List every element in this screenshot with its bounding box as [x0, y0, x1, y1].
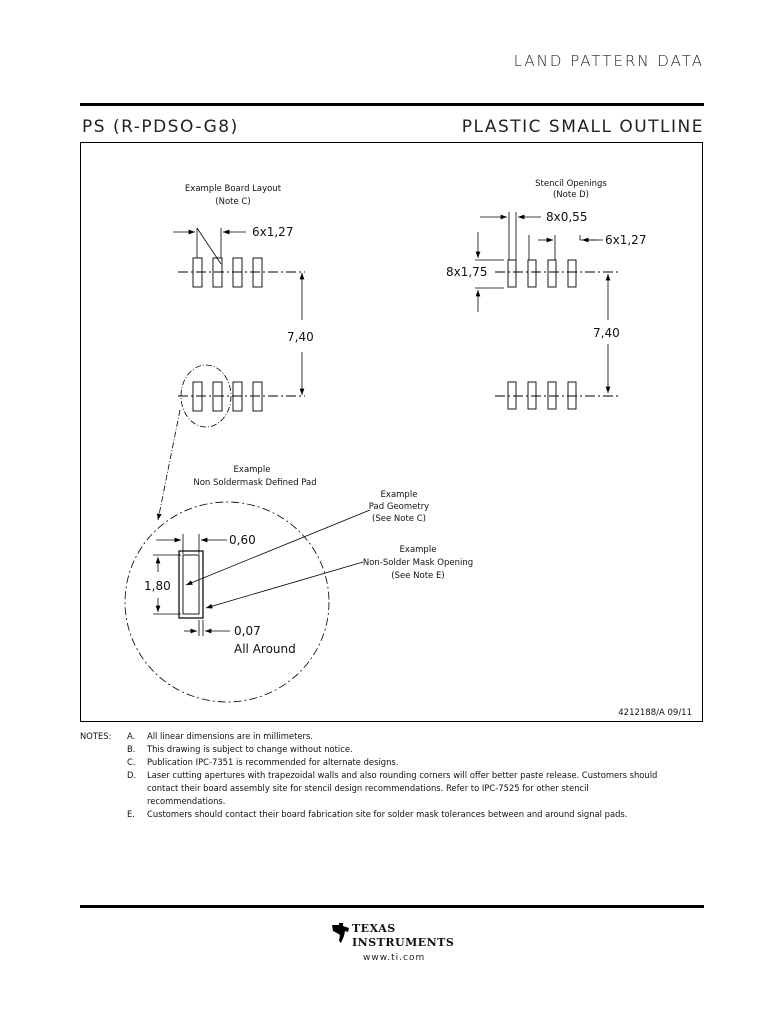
stencil-title: Stencil Openings	[535, 179, 607, 189]
note-text: All linear dimensions are in millimeters…	[147, 731, 313, 741]
note-item: D. Laser cutting apertures with trapezoid…	[127, 769, 660, 808]
detail-title-1: Example	[234, 465, 271, 475]
ti-url-link[interactable]: www.ti.com	[363, 953, 426, 963]
stencil-pitch-label: 6x1,27	[605, 233, 646, 247]
board-span-label: 7,40	[287, 330, 314, 344]
ti-brand-line-1: TEXAS	[352, 922, 396, 935]
stencil-span-label: 7,40	[593, 326, 620, 340]
stencil-bottom-pads	[495, 381, 620, 410]
board-bottom-pads	[178, 381, 305, 412]
detail-circle	[124, 501, 330, 703]
note-letter: C.	[127, 757, 136, 767]
stencil-pitch-dimension	[528, 235, 603, 260]
land-pattern-drawing: Example Board Layout (Note C) 6x1,27 7,4…	[124, 179, 692, 718]
pad-width-dimension	[156, 534, 227, 554]
pad-geometry-label-1: Example	[381, 490, 418, 500]
pad-length-dimension	[153, 554, 181, 615]
package-description: PLASTIC SMALL OUTLINE	[461, 117, 704, 137]
drawing-frame	[80, 142, 703, 722]
clearance-note: All Around	[234, 642, 296, 656]
detail-callout-circle	[180, 364, 232, 428]
ti-brand-line-2: INSTRUMENTS	[352, 936, 455, 949]
mask-opening-label-3: (See Note E)	[391, 571, 444, 581]
note-item: E. Customers should contact their board f…	[127, 808, 660, 821]
mask-opening-label-2: Non-Solder Mask Opening	[363, 558, 473, 568]
pad-length-label: 1,80	[144, 579, 171, 593]
footer-rule	[80, 905, 704, 908]
note-text: Customers should contact their board fab…	[147, 809, 628, 819]
pad-geometry-label-3: (See Note C)	[372, 514, 426, 524]
note-item: B. This drawing is subject to change with…	[127, 743, 660, 756]
stencil-top-pads	[495, 259, 620, 288]
notes-label: NOTES:	[80, 731, 112, 741]
pad-geometry-leader	[185, 509, 371, 586]
stencil-width-dimension	[480, 212, 541, 260]
mask-opening-leader	[205, 561, 364, 609]
pad-geometry-label-2: Pad Geometry	[369, 502, 429, 512]
detail-title-2: Non Soldermask Defined Pad	[193, 478, 316, 488]
clearance-dimension	[184, 620, 230, 636]
stencil-width-label: 8x0,55	[546, 210, 587, 224]
pad-width-label: 0,60	[229, 533, 256, 547]
board-layout-note: (Note C)	[215, 197, 250, 207]
note-text: Publication IPC-7351 is recommended for …	[147, 757, 399, 767]
package-code: PS (R-PDSO-G8)	[82, 117, 239, 137]
drawing-number: 4212188/A 09/11	[618, 708, 692, 718]
stencil-length-dimension	[475, 232, 504, 312]
clearance-label: 0,07	[234, 624, 261, 638]
note-letter: D.	[127, 770, 137, 780]
notes-section: NOTES: A. All linear dimensions are in mi…	[80, 730, 660, 821]
board-pitch-label: 6x1,27	[252, 225, 293, 239]
board-top-pads	[178, 257, 305, 288]
header-rule	[80, 103, 704, 106]
note-letter: A.	[127, 731, 136, 741]
stencil-note: (Note D)	[553, 190, 589, 200]
section-title: LAND PATTERN DATA	[513, 52, 704, 70]
note-text: Laser cutting apertures with trapezoidal…	[147, 770, 658, 806]
detail-leader-line	[156, 409, 181, 521]
note-letter: B.	[127, 744, 136, 754]
notes-list: A. All linear dimensions are in millimete…	[80, 730, 660, 821]
stencil-length-label: 8x1,75	[446, 265, 487, 279]
note-text: This drawing is subject to change withou…	[147, 744, 353, 754]
board-pitch-dimension	[173, 227, 246, 265]
mask-opening-label-1: Example	[400, 545, 437, 555]
note-item: C. Publication IPC-7351 is recommended fo…	[127, 756, 660, 769]
board-layout-title: Example Board Layout	[185, 184, 282, 194]
note-letter: E.	[127, 809, 135, 819]
pad-detail	[178, 550, 204, 619]
ti-logo-icon	[332, 923, 349, 943]
note-item: A. All linear dimensions are in millimete…	[127, 730, 660, 743]
